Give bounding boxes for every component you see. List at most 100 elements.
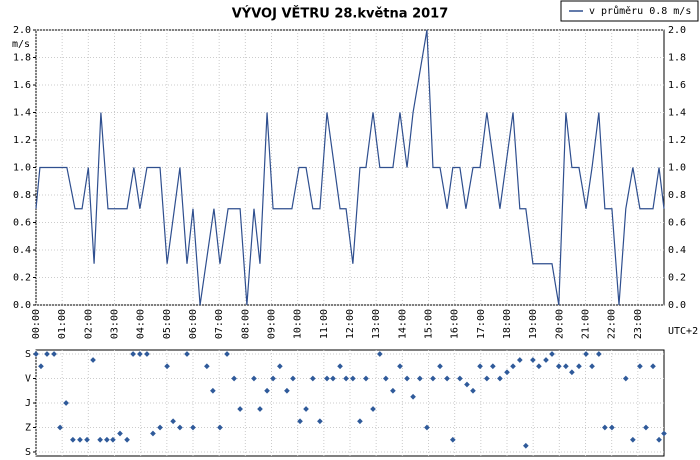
x-tick-label: 05:00 [162, 309, 173, 339]
point [497, 375, 503, 382]
y-tick-label: 1.2 [13, 135, 31, 146]
point [390, 387, 396, 394]
point [504, 369, 510, 376]
x-tick-label: 08:00 [240, 309, 251, 339]
point [484, 375, 490, 382]
point [144, 351, 150, 357]
point [204, 363, 210, 370]
y-tick-label: S [25, 447, 31, 458]
point [63, 400, 69, 406]
point [470, 387, 476, 394]
y2-tick-label: 0.4 [668, 245, 686, 256]
point [643, 424, 649, 431]
point [464, 381, 470, 388]
point [190, 424, 196, 431]
point [530, 357, 536, 363]
point [84, 436, 90, 443]
x-tick-label: 00:00 [31, 309, 42, 339]
point [363, 375, 369, 382]
point [630, 436, 636, 443]
y-tick-label: 0.8 [13, 190, 31, 201]
point [224, 351, 230, 357]
point [650, 363, 656, 370]
legend-label: v průměru 0.8 m/s [589, 5, 691, 17]
point [337, 363, 343, 370]
x-tick-label: 11:00 [319, 309, 330, 339]
x-tick-label: 10:00 [293, 309, 304, 339]
point [231, 375, 237, 382]
y-tick-label: 1.4 [13, 108, 31, 119]
point [516, 357, 523, 363]
point [549, 351, 555, 357]
x-tick-label: 15:00 [424, 309, 435, 339]
y2-tick-label: 0.2 [668, 273, 686, 284]
point [404, 375, 410, 382]
y-tick-label: Z [25, 423, 31, 434]
y-tick-label: 1.0 [13, 163, 31, 174]
point [576, 363, 582, 370]
plot-area [35, 29, 665, 306]
point [237, 406, 243, 412]
point [536, 363, 542, 370]
point [609, 424, 615, 431]
x-tick-label: 09:00 [267, 309, 278, 339]
y2-tick-label: 0.0 [668, 300, 686, 311]
series-line [35, 29, 665, 306]
y2-tick-label: 1.0 [668, 163, 686, 174]
point [370, 406, 376, 412]
point [184, 351, 190, 357]
point [170, 418, 176, 425]
x-tick-label: 04:00 [136, 309, 147, 339]
point [543, 357, 549, 363]
x-tick-label: 18:00 [502, 309, 513, 339]
y-tick-label: 0.4 [13, 245, 31, 256]
y-tick-label: V [25, 374, 31, 385]
x-tick-label: 23:00 [633, 309, 644, 339]
point [377, 351, 383, 357]
point [555, 363, 562, 370]
point [357, 418, 363, 425]
point [284, 387, 290, 394]
point [450, 436, 456, 443]
point [164, 363, 170, 370]
point [157, 424, 163, 431]
point [350, 375, 356, 382]
y2-tick-label: 0.8 [668, 190, 686, 201]
y2-tick-label: 1.2 [668, 135, 686, 146]
point [303, 406, 309, 412]
point [317, 418, 323, 425]
y-tick-label: 2.0 [13, 25, 31, 36]
point [430, 375, 436, 382]
point [70, 436, 76, 443]
chart-title: VÝVOJ VĚTRU 28.května 2017 [232, 6, 449, 22]
point [117, 430, 123, 437]
point [264, 387, 270, 394]
point [217, 424, 223, 431]
point [97, 436, 103, 443]
point [324, 375, 330, 382]
point [424, 424, 430, 431]
y-tick-label: 0.6 [13, 218, 31, 229]
y-tick-label: 0.2 [13, 273, 31, 284]
point [251, 375, 257, 382]
point [602, 424, 608, 431]
x-axis-note: UTC+2 [668, 326, 698, 337]
point [637, 363, 643, 370]
x-tick-label: 16:00 [450, 309, 461, 339]
point [383, 375, 389, 382]
y-tick-label: 1.6 [13, 80, 31, 91]
y-tick-label: S [25, 349, 31, 360]
y-axis-label: m/s [12, 39, 30, 50]
point [90, 357, 96, 363]
point [490, 363, 496, 370]
point [137, 351, 143, 357]
x-tick-label: 21:00 [581, 309, 592, 339]
point [457, 375, 463, 382]
point [656, 436, 662, 443]
x-tick-label: 22:00 [607, 309, 618, 339]
x-tick-label: 14:00 [397, 309, 408, 339]
point [661, 430, 667, 437]
point [510, 363, 516, 370]
point [297, 418, 303, 425]
point [437, 363, 443, 370]
